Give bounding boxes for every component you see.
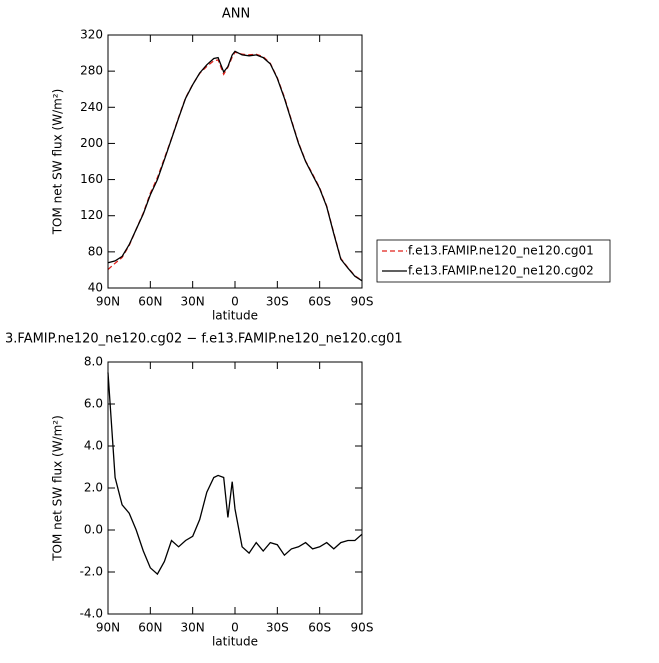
y-tick-label: 2.0 — [84, 481, 103, 495]
legend-label: f.e13.FAMIP.ne120_ne120.cg02 — [408, 264, 594, 278]
legend-box — [376, 239, 611, 283]
y-tick-label: 280 — [80, 64, 103, 78]
y-tick-label: 320 — [80, 28, 103, 42]
x-tick-label: 90S — [351, 621, 374, 635]
y-tick-label: 8.0 — [84, 355, 103, 369]
x-tick-label: 30N — [181, 295, 205, 309]
x-tick-label: 30S — [266, 621, 289, 635]
x-tick-label: 30N — [181, 621, 205, 635]
x-tick-label: 90N — [96, 295, 120, 309]
y-axis-label: TOM net SW flux (W/m²) — [51, 415, 65, 562]
y-tick-label: -4.0 — [80, 607, 103, 621]
x-axis-label: latitude — [212, 309, 258, 323]
x-tick-label: 60S — [308, 621, 331, 635]
y-tick-label: 4.0 — [84, 439, 103, 453]
x-tick-label: 30S — [266, 295, 289, 309]
data-line — [107, 51, 363, 282]
y-axis-label: TOM net SW flux (W/m²) — [51, 89, 65, 236]
y-tick-label: -2.0 — [80, 565, 103, 579]
x-tick-label: 0 — [231, 295, 239, 309]
y-tick-label: 80 — [88, 244, 103, 258]
legend-label: f.e13.FAMIP.ne120_ne120.cg01 — [408, 244, 594, 258]
plot-frame — [107, 34, 363, 289]
data-line — [107, 372, 363, 576]
chart-title: ANN — [222, 7, 250, 22]
y-tick-label: 0.0 — [84, 523, 103, 537]
y-tick-label: 160 — [80, 172, 103, 186]
y-tick-label: 240 — [80, 100, 103, 114]
x-tick-label: 60S — [308, 295, 331, 309]
chart-title: 3.FAMIP.ne120_ne120.cg02 − f.e13.FAMIP.n… — [5, 332, 403, 347]
y-tick-label: 40 — [88, 281, 103, 295]
plot-frame — [107, 361, 363, 615]
y-tick-label: 120 — [80, 208, 103, 222]
x-tick-label: 60N — [138, 295, 162, 309]
y-tick-label: 6.0 — [84, 397, 103, 411]
x-tick-label: 90S — [351, 295, 374, 309]
x-axis-label: latitude — [212, 635, 258, 649]
y-tick-label: 200 — [80, 136, 103, 150]
x-tick-label: 60N — [138, 621, 162, 635]
data-line — [107, 50, 363, 282]
x-tick-label: 90N — [96, 621, 120, 635]
x-tick-label: 0 — [231, 621, 239, 635]
